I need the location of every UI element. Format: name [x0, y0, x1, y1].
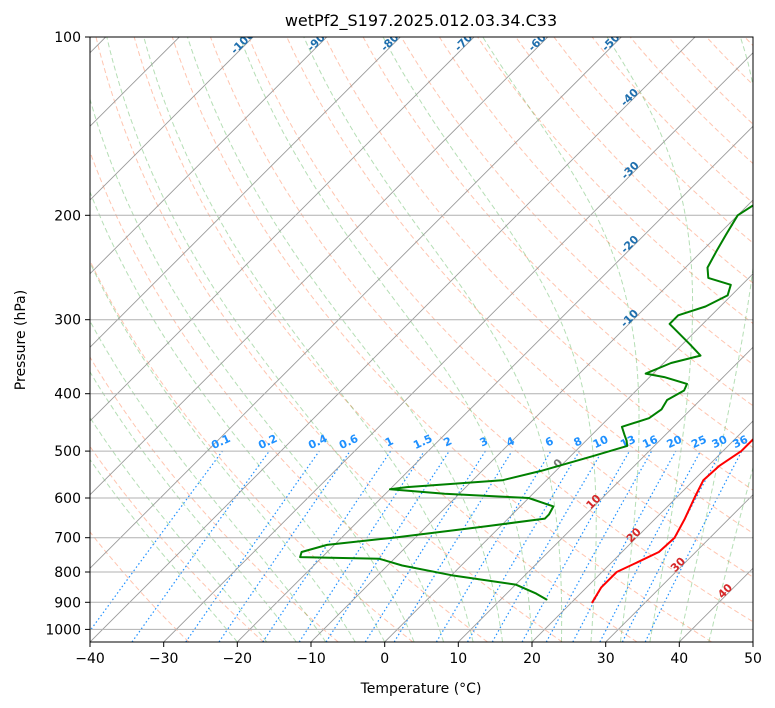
isotherm-line: [310, 199, 753, 642]
y-tick-label: 200: [54, 208, 81, 224]
x-tick-label: −40: [75, 651, 105, 667]
mixing-ratio-line: [466, 450, 580, 642]
dry-adiabat: [210, 37, 753, 623]
moist-adiabat: [90, 416, 268, 642]
dry-adiabat: [400, 37, 753, 407]
moist-adiabat: [90, 320, 327, 642]
x-axis-label: Temperature (°C): [360, 681, 482, 697]
mixing-ratio-line: [325, 450, 450, 642]
dry-adiabat: [90, 150, 488, 642]
y-axis: 100 200 300 400 500 600 700 800 900 1000: [45, 30, 90, 638]
x-tick-label: 50: [744, 651, 762, 667]
dry-adiabat: [90, 531, 190, 642]
temperature-profile: [591, 437, 753, 604]
mixing-ratio-line: [185, 450, 320, 642]
isotherm-line: [531, 420, 753, 642]
dry-adiabat: [324, 37, 753, 491]
isotherm-line: [90, 37, 254, 201]
pressure-gridlines: [90, 37, 753, 630]
x-tick-label: −30: [149, 651, 179, 667]
isotherm-line: [163, 52, 753, 642]
dry-adiabat: [477, 37, 753, 325]
x-tick-label: 20: [523, 651, 541, 667]
dry-adiabat: [133, 37, 638, 642]
y-tick-label: 900: [54, 595, 81, 611]
y-tick-label: 800: [54, 565, 81, 581]
y-tick-label: 700: [54, 531, 81, 547]
y-tick-label: 1000: [45, 622, 81, 638]
isotherm-line: [90, 37, 696, 642]
mixing-ratio-line: [131, 450, 270, 642]
isotherm-line: [90, 37, 475, 422]
mixing-ratio-line: [435, 450, 552, 642]
plot-frame: [89, 36, 754, 643]
isotherm-line: [384, 273, 753, 642]
mixing-ratio-label: 10: [591, 433, 611, 451]
dry-adiabat: [438, 37, 753, 366]
dry-adiabat: [171, 37, 712, 642]
x-tick-label: −10: [296, 651, 326, 667]
isotherm-line: [457, 346, 753, 642]
x-tick-label: −20: [223, 651, 253, 667]
x-tick-label: 10: [449, 651, 467, 667]
moist-adiabat: [482, 37, 640, 642]
mixing-ratio-lines: [90, 450, 743, 642]
y-axis-label: Pressure (hPa): [13, 290, 29, 390]
y-tick-label: 500: [54, 444, 81, 460]
moist-adiabat: [678, 37, 753, 642]
x-tick-label: 0: [380, 651, 389, 667]
y-tick-label: 400: [54, 387, 81, 403]
mixing-ratio-label: 20: [665, 433, 685, 451]
dewpoint-profile: [299, 204, 753, 601]
chart-title: wetPf2_S197.2025.012.03.34.C33: [285, 11, 557, 31]
isotherm-line: [90, 37, 328, 275]
dry-adiabat: [90, 259, 414, 642]
y-tick-label: 600: [54, 491, 81, 507]
moist-adiabat: [90, 261, 356, 642]
moist-adiabat: [187, 37, 503, 642]
mixing-ratio-line: [90, 450, 223, 632]
mixing-ratio-label: 30: [710, 433, 730, 451]
isotherm-line: [605, 494, 753, 642]
moist-adiabat: [606, 37, 694, 642]
dry-adiabat: [95, 37, 563, 642]
plot-area: 0.1 0.2 0.4 0.6 1 1.5 2 3 4 6 8 10 13 16 20 25 30 36-100-…: [90, 37, 753, 642]
isotherm-line: [90, 37, 622, 569]
x-tick-label: 40: [670, 651, 688, 667]
isotherm-line: [236, 125, 753, 642]
mixing-ratio-line: [491, 450, 603, 642]
skewed-isotherms: [90, 37, 753, 642]
dry-adiabat: [553, 37, 753, 244]
mixing-ratio-label: 16: [640, 433, 660, 451]
moist-adiabat: [708, 465, 753, 642]
mixing-ratio-line: [521, 450, 631, 642]
y-tick-label: 100: [54, 30, 81, 46]
dry-adiabat: [90, 356, 339, 642]
dry-adiabat: [591, 37, 753, 204]
isotherm-line: [90, 37, 401, 348]
x-tick-label: 30: [597, 651, 615, 667]
dry-adiabat: [248, 37, 753, 578]
moist-adiabats: [90, 37, 753, 642]
x-axis: −40 −30 −20 −10 0 10 20 30 40 50: [75, 642, 762, 667]
y-tick-label: 300: [54, 313, 81, 329]
dry-adiabat: [286, 37, 753, 534]
profile-series: [299, 204, 753, 604]
mixing-ratio-label: 25: [689, 433, 708, 451]
moist-adiabat: [303, 37, 563, 642]
moist-adiabat: [106, 37, 445, 642]
mixing-ratio-line: [364, 450, 486, 642]
mixing-ratio-line: [572, 450, 677, 642]
mixing-ratio-line: [393, 450, 513, 642]
mixing-ratio-line: [218, 450, 351, 642]
moist-adiabat: [239, 37, 533, 642]
moist-adiabat: [90, 190, 386, 642]
moist-adiabat: [90, 458, 238, 642]
isotherm-line: [90, 37, 549, 496]
